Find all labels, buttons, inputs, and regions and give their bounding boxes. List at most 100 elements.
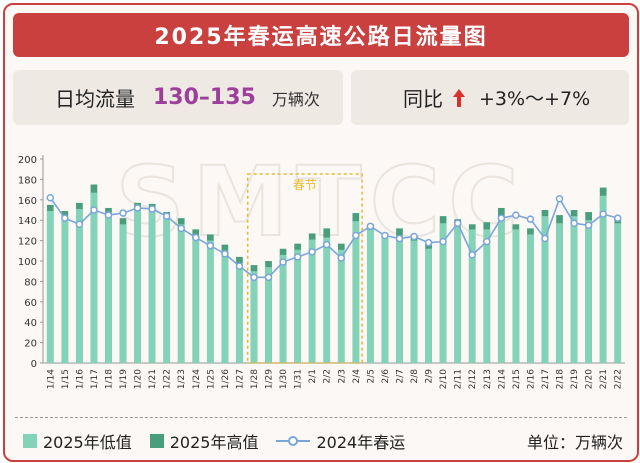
line-point-2024 bbox=[322, 240, 331, 249]
x-tick-label: 2/19 bbox=[570, 369, 580, 389]
x-tick-label: 2/9 bbox=[425, 369, 435, 384]
y-tick-label: 180 bbox=[18, 175, 37, 186]
x-tick-label: 2/5 bbox=[366, 369, 376, 383]
x-tick-label: 1/19 bbox=[119, 369, 129, 389]
watermark-text: SMTCC bbox=[115, 146, 526, 258]
bar-low bbox=[396, 235, 403, 363]
y-tick-label: 80 bbox=[24, 277, 37, 288]
bar-low bbox=[294, 249, 301, 363]
bar-low bbox=[556, 223, 563, 363]
page-title: 2025年春运高速公路日流量图 bbox=[13, 13, 629, 57]
y-tick-label: 60 bbox=[24, 298, 37, 309]
x-tick-label: 2/13 bbox=[483, 369, 493, 389]
highlight-box bbox=[246, 173, 363, 364]
line-point-2024 bbox=[206, 241, 215, 250]
bar-low bbox=[541, 216, 549, 363]
line-point-2024 bbox=[90, 206, 98, 214]
x-tick-label: 1/17 bbox=[90, 369, 100, 389]
line-point-2024 bbox=[410, 232, 418, 241]
bar-low bbox=[148, 210, 156, 363]
line-point-2024 bbox=[192, 233, 200, 242]
bar-low bbox=[497, 216, 505, 363]
unit-label: 单位：万辆次 bbox=[526, 433, 623, 452]
x-tick-label: 2/17 bbox=[541, 369, 551, 389]
x-tick-label: 2/2 bbox=[323, 369, 333, 383]
line-point-2024 bbox=[512, 211, 520, 219]
x-tick-label: 1/28 bbox=[250, 369, 260, 389]
line-point-2024 bbox=[584, 221, 593, 230]
series-line-2024 bbox=[49, 196, 618, 279]
bar-low bbox=[352, 221, 360, 363]
x-tick-label: 2/11 bbox=[454, 369, 464, 389]
daily-avg-value: 130–135 bbox=[153, 85, 256, 110]
daily-avg-label: 日均流量 bbox=[55, 87, 135, 111]
line-point-2024 bbox=[352, 231, 360, 240]
bar-low bbox=[177, 224, 185, 363]
daily-avg-box: 日均流量 130–135 万辆次 bbox=[13, 70, 343, 125]
y-tick-label: 200 bbox=[18, 155, 37, 166]
line-point-2024 bbox=[381, 231, 389, 240]
yoy-box: 同比 +3%～+7% bbox=[351, 70, 629, 125]
legend: 2025年低值 2025年高值 2024年春运 单位：万辆次 bbox=[5, 423, 637, 459]
x-tick-label: 2/16 bbox=[526, 369, 536, 389]
bar-low bbox=[250, 271, 258, 363]
line-point-2024 bbox=[119, 209, 127, 217]
line-point-2024 bbox=[308, 248, 316, 256]
line-point-2024 bbox=[221, 250, 229, 258]
line-point-2024 bbox=[264, 273, 273, 282]
line-point-2024 bbox=[61, 214, 69, 222]
bar-low bbox=[206, 240, 214, 363]
x-tick-label: 2/18 bbox=[556, 369, 566, 389]
x-tick-label: 2/7 bbox=[395, 369, 405, 383]
bar-low bbox=[410, 240, 418, 363]
x-tick-label: 2/6 bbox=[381, 369, 391, 384]
x-tick-label: 1/21 bbox=[148, 369, 158, 389]
bar-low bbox=[46, 211, 54, 363]
bar-low bbox=[192, 235, 200, 363]
line-point-2024 bbox=[483, 237, 491, 246]
line-point-2024 bbox=[366, 222, 375, 231]
bar-low bbox=[527, 234, 534, 363]
x-tick-label: 1/23 bbox=[177, 369, 187, 389]
line-point-2024 bbox=[599, 210, 607, 218]
x-tick-label: 1/18 bbox=[104, 369, 114, 389]
y-tick-label: 140 bbox=[18, 216, 37, 227]
bar-low bbox=[221, 250, 229, 363]
y-tick-label: 0 bbox=[31, 359, 37, 370]
bar-low bbox=[265, 267, 272, 363]
legend-low-swatch bbox=[23, 434, 37, 448]
legend-line-swatch bbox=[276, 436, 311, 446]
line-point-2024 bbox=[497, 214, 506, 222]
bar-low bbox=[614, 223, 622, 363]
bar-low bbox=[134, 208, 141, 363]
x-tick-label: 1/15 bbox=[61, 369, 71, 389]
line-point-2024 bbox=[453, 219, 462, 228]
line-point-2024 bbox=[279, 258, 287, 266]
highlight-label: 春节 bbox=[293, 178, 317, 192]
x-tick-label: 2/8 bbox=[410, 369, 420, 384]
line-point-2024 bbox=[162, 212, 171, 220]
line-point-2024 bbox=[468, 251, 476, 259]
x-tick-label: 2/21 bbox=[599, 369, 609, 389]
x-tick-label: 1/14 bbox=[46, 369, 56, 389]
yoy-value: +3%～+7% bbox=[479, 88, 591, 110]
bar-low bbox=[439, 223, 447, 363]
line-point-2024 bbox=[293, 253, 302, 261]
bar-low bbox=[76, 208, 83, 363]
bar-low bbox=[483, 229, 491, 363]
traffic-chart: SMTCC 0 20 40 60 80 100 120 140 160 180 200 春节 1/14 1/… bbox=[18, 145, 625, 389]
legend-high-swatch bbox=[149, 434, 164, 448]
bar-low bbox=[381, 237, 389, 363]
x-tick-label: 1/26 bbox=[221, 369, 231, 389]
x-tick-label: 1/29 bbox=[265, 369, 275, 389]
bar-low bbox=[163, 218, 171, 363]
legend-high: 2025年高值 bbox=[149, 429, 258, 453]
line-point-2024 bbox=[424, 238, 433, 247]
daily-avg-unit: 万辆次 bbox=[271, 89, 320, 109]
x-tick-label: 2/1 bbox=[308, 369, 318, 383]
x-tick-label: 1/30 bbox=[279, 369, 289, 389]
bar-low bbox=[585, 220, 592, 363]
bar-low bbox=[337, 249, 345, 363]
y-tick-label: 40 bbox=[24, 318, 37, 329]
line-point-2024 bbox=[133, 204, 142, 212]
